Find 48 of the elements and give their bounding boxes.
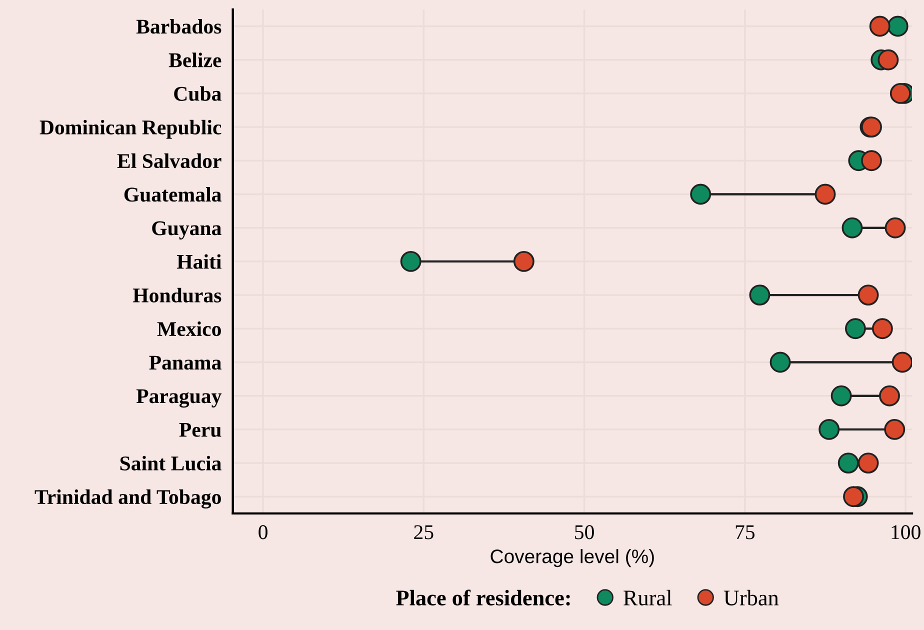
y-tick-label: Trinidad and Tobago (34, 489, 221, 508)
y-tick-label: Peru (179, 423, 222, 437)
y-tick-label: Mexico (157, 321, 221, 336)
point (814, 184, 836, 205)
legend-label: Urban (724, 590, 779, 606)
point (861, 150, 882, 172)
y-tick-label: Panama (149, 356, 222, 370)
y-tick-label: El Salvador (117, 153, 222, 168)
y-tick-label: Saint Lucia (120, 456, 222, 471)
y-tick-label: Paraguay (136, 389, 222, 408)
point (872, 318, 893, 340)
x-axis-title: Coverage level (%) (490, 549, 654, 568)
y-tick-label: Guatemala (124, 187, 222, 202)
point (830, 385, 852, 406)
point (890, 82, 911, 104)
point (400, 250, 422, 272)
point (887, 16, 908, 37)
point (843, 486, 864, 508)
y-tick-label: Barbados (136, 19, 222, 34)
point (869, 16, 890, 37)
y-tick-label: Cuba (174, 86, 222, 101)
y-tick-label: Belize (168, 52, 222, 68)
point (878, 49, 899, 70)
point (879, 385, 900, 406)
x-tick-label: 75 (736, 525, 755, 540)
point (770, 352, 791, 373)
y-tick-label: Guyana (152, 221, 222, 240)
legend-label: Rural (624, 590, 672, 606)
y-tick-label: Honduras (132, 288, 222, 303)
point (842, 217, 863, 238)
x-tick-label: 25 (414, 525, 434, 540)
point (858, 452, 879, 474)
x-tick-label: 50 (575, 525, 594, 540)
point (749, 284, 770, 306)
point (838, 452, 859, 474)
point (884, 217, 906, 238)
point (858, 284, 879, 306)
x-tick-label: 100 (892, 525, 920, 540)
x-tick-label: 0 (258, 525, 268, 540)
legend-title: Place of residence: (396, 590, 570, 606)
point (892, 352, 912, 373)
y-tick-label: Haiti (176, 254, 222, 269)
point (690, 184, 712, 205)
point (818, 418, 840, 440)
y-tick-label: Dominican Republic (40, 120, 222, 139)
point (513, 250, 534, 272)
point (884, 418, 906, 440)
point (844, 318, 866, 340)
